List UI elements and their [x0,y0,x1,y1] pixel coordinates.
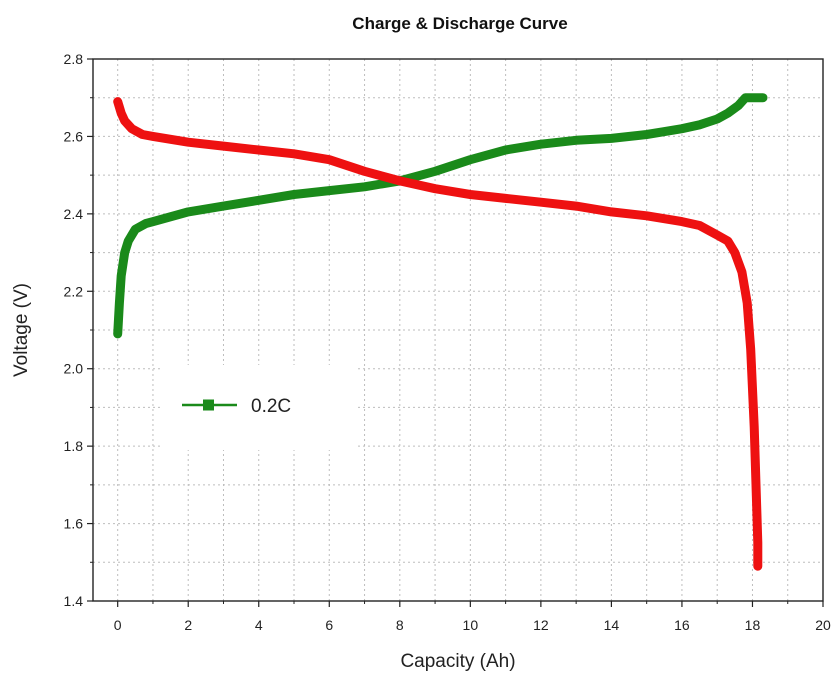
x-tick-label: 12 [533,617,549,633]
y-tick-label: 2.6 [64,128,84,144]
x-tick-label: 10 [463,617,479,633]
x-tick-label: 0 [114,617,122,633]
tick-labels: 0 2 4 6 8 10 12 14 16 18 20 1.4 1.6 1.8 2.0 2.2 2.4 2.6 2.… [64,51,831,633]
y-tick-label: 2.0 [64,361,84,377]
x-tick-label: 14 [604,617,620,633]
x-tick-label: 6 [325,617,333,633]
y-tick-label: 2.2 [64,283,84,299]
ticks [87,58,824,607]
series-line-1 [113,97,763,571]
legend-marker [203,399,214,411]
legend-box [160,365,355,450]
y-tick-label: 2.8 [64,51,84,67]
y-axis-label: Voltage (V) [11,283,32,377]
legend-label: 0.2C [251,396,291,417]
x-tick-label: 16 [674,617,690,633]
x-tick-label: 18 [745,617,761,633]
y-tick-label: 1.4 [64,593,84,609]
x-tick-label: 8 [396,617,404,633]
legend: 0.2C [160,365,355,450]
x-tick-label: 4 [255,617,263,633]
series-layer [113,93,768,571]
y-tick-label: 1.8 [64,438,84,454]
y-tick-label: 1.6 [64,516,84,532]
x-tick-label: 2 [184,617,192,633]
x-tick-label: 20 [815,617,831,633]
x-axis-label: Capacity (Ah) [400,651,515,672]
chart-title: Charge & Discharge Curve [352,14,567,33]
y-tick-label: 2.4 [64,206,84,222]
